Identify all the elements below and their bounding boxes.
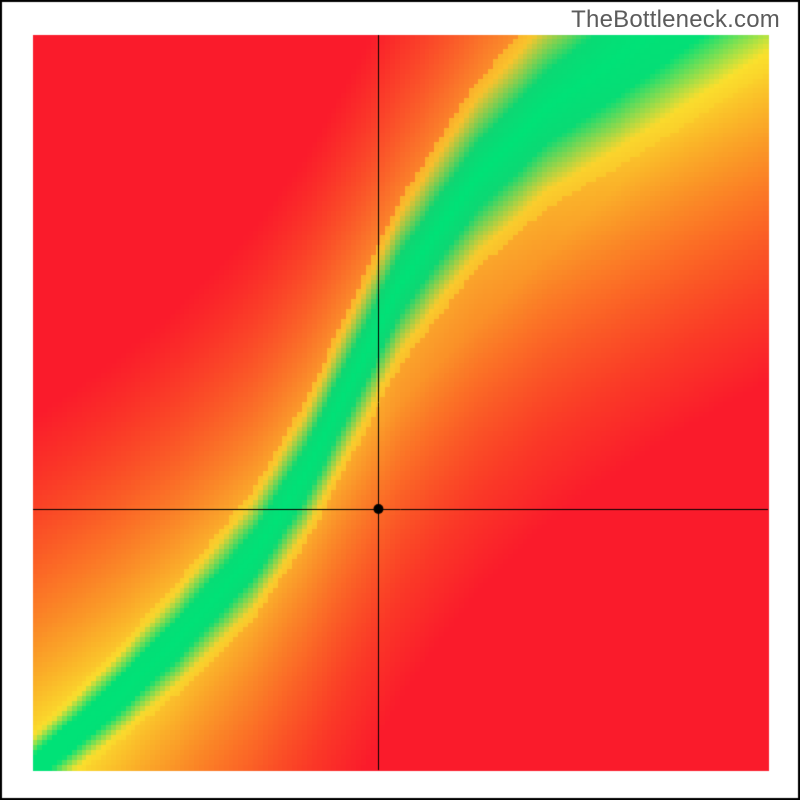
watermark-text: TheBottleneck.com (571, 6, 780, 34)
chart-container: TheBottleneck.com (0, 0, 800, 800)
heatmap-canvas (0, 0, 800, 800)
